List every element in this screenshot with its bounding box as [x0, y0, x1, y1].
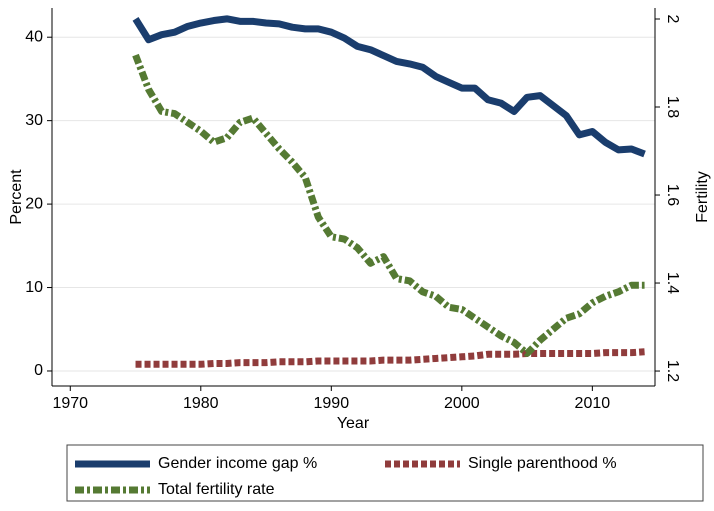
legend-label: Single parenthood %: [468, 455, 617, 472]
series-line: [132, 53, 645, 357]
x-axis-title: Year: [337, 415, 370, 432]
y-axis-title: Percent: [8, 169, 25, 225]
y2-tick-label: 1.8: [664, 96, 681, 118]
y2-tick-label: 1.2: [664, 360, 681, 382]
series-line: [132, 15, 646, 158]
y2-tick-label: 1.4: [664, 272, 681, 294]
y-tick-label: 40: [25, 28, 43, 45]
series-line: [135, 348, 645, 368]
y-tick-label: 20: [25, 195, 43, 212]
legend-box: [66, 444, 704, 502]
legend-label: Total fertility rate: [158, 481, 275, 498]
legend-label: Gender income gap %: [158, 455, 317, 472]
x-tick-label: 1970: [52, 395, 88, 412]
x-tick-label: 2010: [575, 395, 611, 412]
x-tick-label: 1990: [314, 395, 350, 412]
x-tick-label: 1980: [183, 395, 219, 412]
y2-tick-label: 2: [664, 15, 681, 24]
y-tick-label: 10: [25, 279, 43, 296]
x-tick-label: 2000: [444, 395, 480, 412]
y2-tick-label: 1.6: [664, 184, 681, 206]
y-tick-label: 0: [34, 362, 43, 379]
y-tick-label: 30: [25, 112, 43, 129]
y2-axis-title: Fertility: [694, 171, 711, 223]
